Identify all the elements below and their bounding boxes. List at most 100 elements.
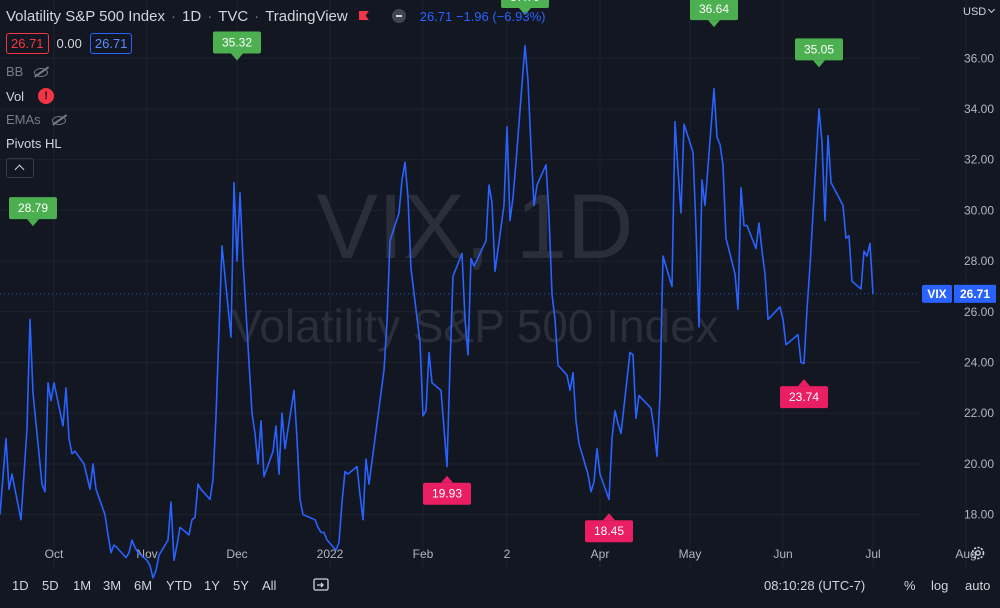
price-label-value: 26.71: [960, 287, 990, 301]
source-label: TradingView: [265, 7, 348, 25]
chart-header: Volatility S&P 500 Index · 1D · TVC · Tr…: [6, 7, 546, 25]
timeframe-5d[interactable]: 5D: [42, 578, 59, 593]
y-tick-label: 20.00: [964, 457, 994, 471]
x-tick-label: Oct: [45, 547, 64, 561]
pivot-high-label: 35.05: [795, 38, 843, 68]
x-tick-label: Dec: [226, 547, 247, 561]
x-tick-label: Feb: [413, 547, 434, 561]
pivot-pointer: [441, 475, 453, 483]
y-tick-label: 24.00: [964, 356, 994, 370]
y-tick-label: 36.00: [964, 51, 994, 65]
clock-readout[interactable]: 08:10:28 (UTC-7): [764, 578, 866, 593]
pivot-value: 23.74: [789, 390, 819, 404]
log-toggle[interactable]: log: [931, 578, 949, 593]
ohlc-open: 26.71: [6, 33, 49, 54]
pivot-box: [585, 520, 633, 543]
indicator-label: Vol: [6, 88, 25, 104]
timeframe-1d[interactable]: 1D: [12, 578, 29, 593]
indicator-label: Pivots HL: [6, 136, 62, 151]
pivot-pointer: [231, 53, 243, 61]
y-tick-label: 32.00: [964, 153, 994, 167]
x-tick-label: Jun: [773, 547, 792, 561]
pivot-high-label: 37.79: [501, 0, 549, 15]
indicator-label: EMAs: [6, 112, 41, 127]
indicator-pivots-hl[interactable]: Pivots HL: [6, 136, 62, 151]
timeframe-ytd[interactable]: YTD: [166, 578, 192, 593]
y-tick-label: 18.00: [964, 508, 994, 522]
pivot-value: 19.93: [432, 487, 462, 501]
x-tick-label: May: [679, 547, 702, 561]
x-tick-label: 2022: [317, 547, 344, 561]
indicator-vol[interactable]: Vol !: [6, 88, 55, 104]
pivot-value: 35.05: [804, 42, 834, 56]
x-tick-label: Jul: [865, 547, 880, 561]
pivot-pointer: [27, 219, 39, 227]
timeframe-1y[interactable]: 1Y: [204, 578, 220, 593]
pivot-labels: 28.79 35.32 19.93 37.79 18.45 36.64 23.74 35.05: [9, 0, 843, 543]
eye-hidden-icon[interactable]: [33, 66, 49, 78]
y-tick-label: 30.00: [964, 203, 994, 217]
series-line-vix: [0, 44, 874, 579]
pivot-box: [690, 0, 738, 21]
flag-icon[interactable]: [358, 10, 370, 22]
ohlc-close: 26.71: [89, 33, 133, 54]
timeframe-all[interactable]: All: [262, 578, 277, 593]
x-tick-label: Nov: [136, 547, 157, 561]
pivot-box: [423, 482, 471, 505]
pivot-high-label: 35.32: [213, 31, 261, 61]
price-label-ticker-box: [922, 284, 952, 303]
pivot-box: [9, 197, 57, 220]
percent-toggle[interactable]: %: [904, 578, 916, 593]
pivot-box: [501, 0, 549, 8]
indicator-bb[interactable]: BB: [6, 64, 49, 79]
grid: [0, 0, 967, 570]
timeframe-1m[interactable]: 1M: [73, 578, 92, 593]
pivot-high-label: 36.64: [690, 0, 738, 28]
axes: 18.00 20.00 22.00 24.00 26.00 28.00 30.00 32.00…: [45, 51, 995, 561]
exchange-label: TVC: [218, 7, 249, 25]
gear-icon[interactable]: [970, 545, 986, 561]
symbol-title[interactable]: Volatility S&P 500 Index: [6, 7, 165, 25]
pivot-low-label: 19.93: [423, 475, 471, 505]
pivot-value: 18.45: [594, 524, 624, 538]
watermark-name: Volatility S&P 500 Index: [231, 300, 719, 352]
collapse-indicators-button[interactable]: [6, 158, 34, 178]
pivot-high-label: 28.79: [9, 197, 57, 227]
pivot-pointer: [708, 20, 720, 28]
indicator-emas[interactable]: EMAs: [6, 112, 67, 127]
minus-circle-icon[interactable]: [391, 9, 406, 23]
watermark-symbol: VIX, 1D: [316, 176, 633, 278]
timeframe-6m[interactable]: 6M: [134, 578, 153, 593]
ohlc-row: 26.71 0.00 26.71: [6, 33, 133, 54]
pivot-value: 35.32: [222, 36, 252, 50]
warning-icon[interactable]: !: [38, 88, 55, 104]
y-tick-label: 34.00: [964, 102, 994, 116]
pivot-pointer: [519, 8, 531, 15]
auto-toggle[interactable]: auto: [965, 578, 991, 593]
price-change: 26.71 −1.96 (−6.93%): [419, 8, 546, 24]
replay-icon[interactable]: [313, 578, 329, 592]
price-label-ticker: VIX: [927, 287, 946, 301]
interval-label[interactable]: 1D: [182, 7, 202, 25]
timeframe-3m[interactable]: 3M: [103, 578, 122, 593]
ohlc-change: 0.00: [56, 36, 82, 51]
pivot-pointer: [813, 60, 825, 68]
timeframe-5y[interactable]: 5Y: [233, 578, 249, 593]
pivot-low-label: 23.74: [780, 379, 828, 409]
pivot-box: [780, 386, 828, 409]
y-tick-label: 22.00: [964, 406, 994, 420]
eye-hidden-icon[interactable]: [51, 114, 67, 126]
currency-selector[interactable]: USD: [963, 6, 994, 18]
pivot-pointer: [798, 379, 810, 387]
price-label: VIX 26.71: [922, 284, 996, 303]
x-tick-label: Aug: [955, 547, 976, 561]
pivot-value: 36.64: [699, 2, 729, 16]
pivot-value: 37.79: [510, 0, 540, 4]
pivot-low-label: 18.45: [585, 513, 633, 543]
y-tick-label: 26.00: [964, 305, 994, 319]
pivot-box: [795, 38, 843, 61]
x-tick-label: 2: [504, 547, 511, 561]
pivot-value: 28.79: [18, 201, 48, 215]
y-tick-label: 28.00: [964, 254, 994, 268]
